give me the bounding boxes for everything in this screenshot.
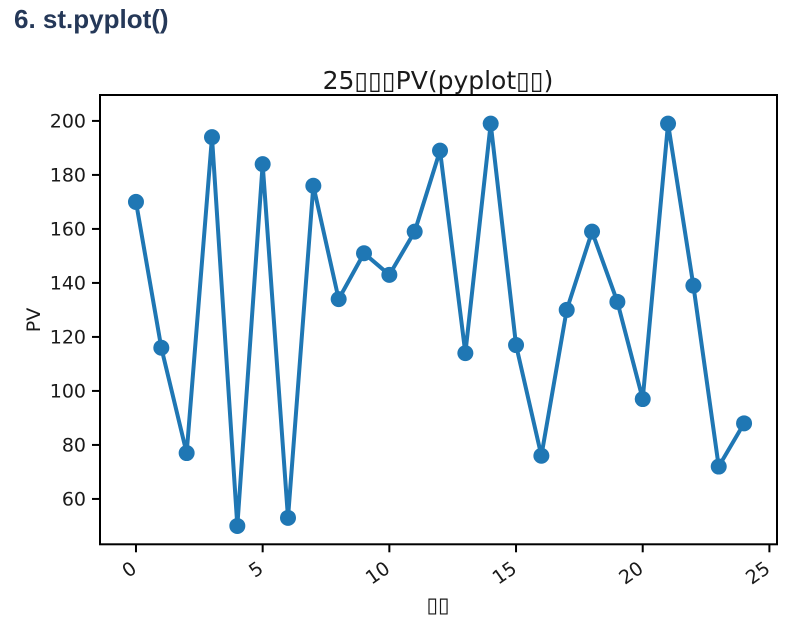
y-tick-label: 100 [50, 380, 86, 402]
data-point-marker [127, 193, 144, 210]
data-point-marker [279, 509, 296, 526]
plot-frame [99, 94, 778, 546]
y-tick-label: 180 [50, 164, 86, 186]
data-point-marker [330, 291, 347, 308]
x-tick-label: 10 [362, 557, 394, 589]
y-tick-label: 140 [50, 272, 86, 294]
y-tick-label: 80 [62, 434, 86, 456]
data-point-marker [558, 301, 575, 318]
data-series [127, 115, 753, 534]
data-point-marker [432, 142, 449, 159]
page-title: 6. st.pyplot() [14, 4, 169, 34]
y-tick-label: 160 [50, 218, 86, 240]
x-tick-label: 15 [488, 557, 520, 589]
data-point-marker [660, 115, 677, 132]
y-axis-label: PV [23, 308, 45, 332]
chart-title: 25▯▯▯PV(pyplot▯▯) [323, 66, 554, 95]
data-point-marker [508, 337, 525, 354]
data-point-marker [153, 339, 170, 356]
data-point-marker [178, 445, 195, 462]
data-point-marker [305, 177, 322, 194]
data-point-marker [710, 458, 727, 475]
data-point-marker [254, 156, 271, 173]
data-point-marker [203, 129, 220, 146]
x-tick-label: 0 [118, 557, 141, 582]
data-point-marker [685, 277, 702, 294]
data-point-marker [634, 391, 651, 408]
x-tick-label: 25 [742, 557, 774, 589]
data-point-marker [229, 517, 246, 534]
x-axis-label: ▯▯ [426, 593, 449, 617]
data-point-marker [533, 447, 550, 464]
data-point-marker [406, 223, 423, 240]
y-tick-label: 60 [62, 488, 86, 510]
y-tick-label: 120 [50, 326, 86, 348]
data-point-marker [736, 415, 753, 432]
data-point-marker [609, 293, 626, 310]
data-point-marker [584, 223, 601, 240]
data-point-marker [356, 245, 373, 262]
data-point-marker [457, 345, 474, 362]
y-tick-label: 200 [50, 110, 86, 132]
series-line [133, 121, 747, 528]
x-tick-label: 20 [615, 557, 647, 589]
data-point-marker [381, 266, 398, 283]
data-point-marker [482, 115, 499, 132]
x-tick-label: 5 [245, 557, 268, 582]
